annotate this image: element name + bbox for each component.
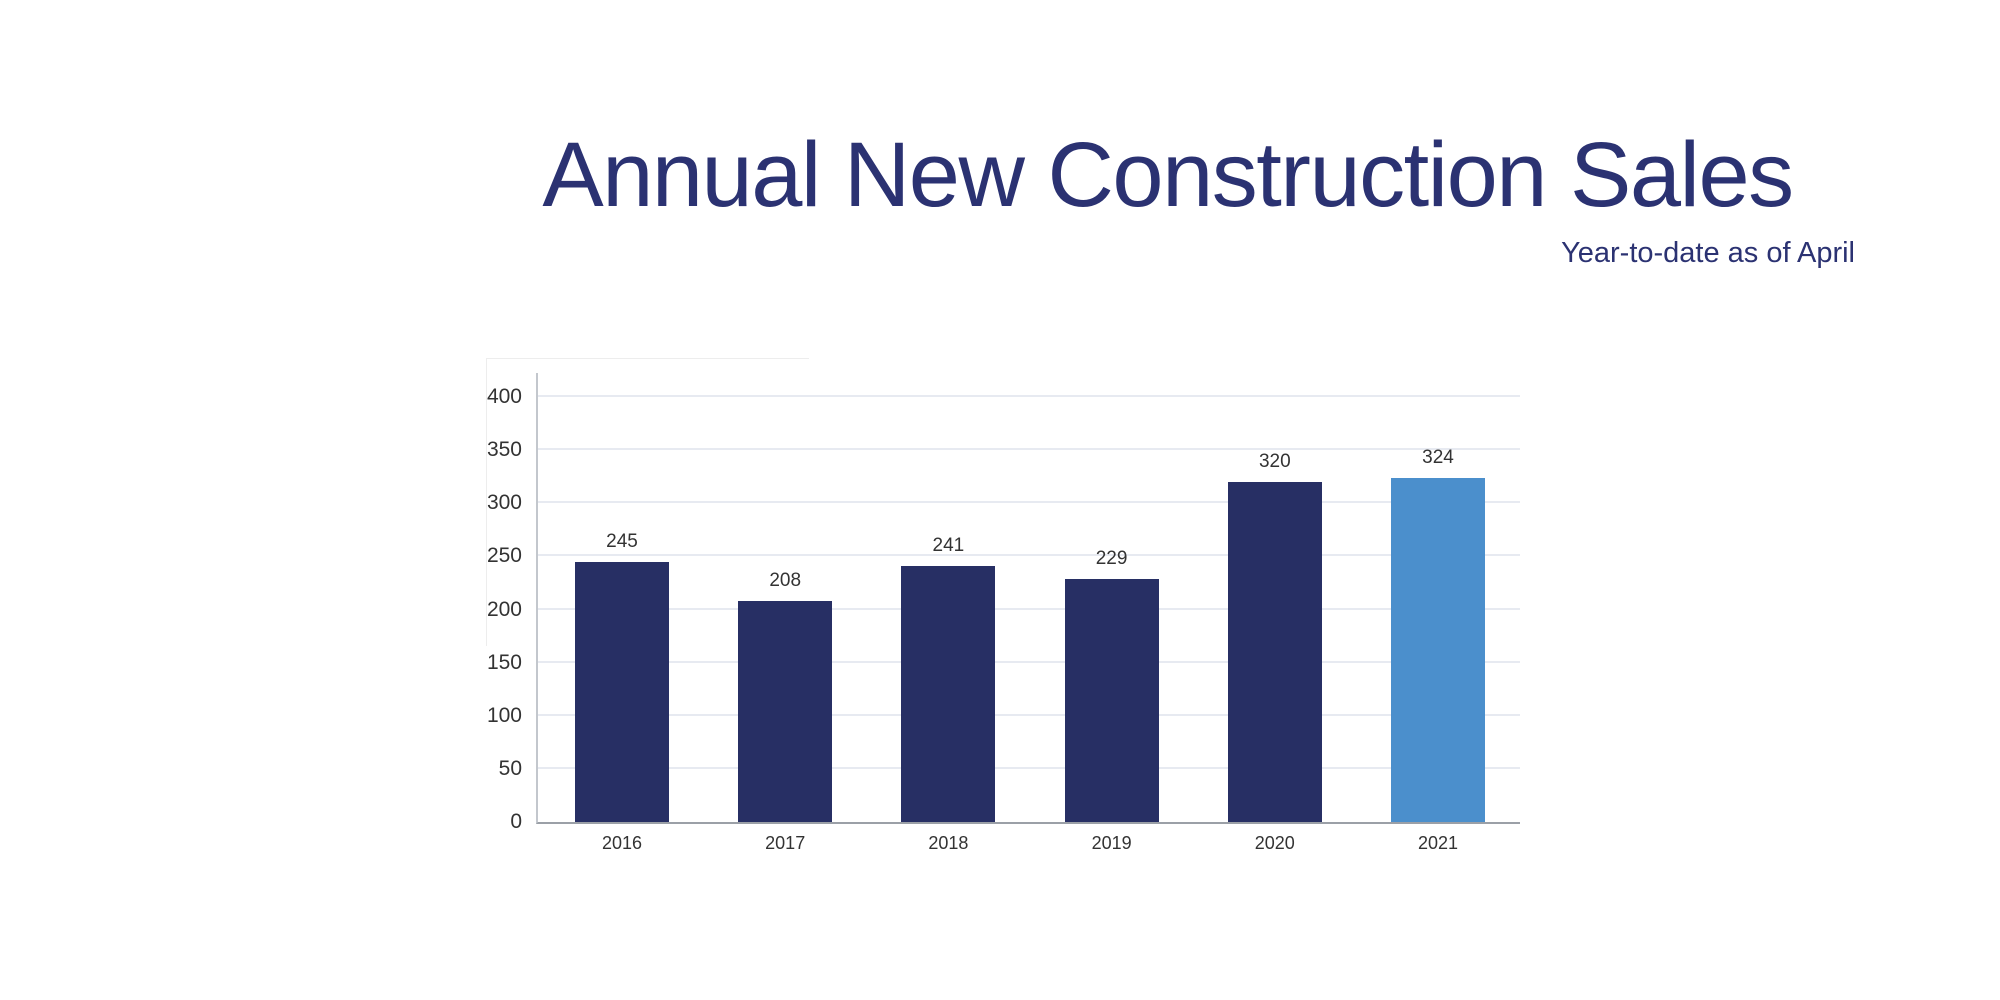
y-tick-label-250: 250 [486, 544, 522, 568]
y-tick-label-350: 350 [486, 438, 522, 462]
y-tick-label-400: 400 [486, 385, 522, 408]
gridline-400 [538, 395, 1520, 397]
gridline-200 [538, 607, 1520, 610]
x-tick-label-2019: 2019 [1091, 833, 1132, 853]
card-corner-artifact [486, 358, 809, 646]
chart-title: Annual New Construction Sales [542, 124, 1794, 226]
value-label-2020: 320 [1258, 451, 1291, 472]
gridline-150 [538, 660, 1520, 663]
bar-2019 [1064, 578, 1159, 822]
value-label-2021: 324 [1422, 446, 1454, 468]
y-tick-label-50: 50 [498, 756, 522, 780]
value-label-2017: 208 [769, 570, 802, 591]
gridline-50 [538, 766, 1520, 769]
gridline-250 [538, 554, 1520, 557]
gridline-350 [538, 448, 1520, 451]
chart-header: Annual New Construction Sales Year-to-da… [480, 124, 1855, 270]
x-tick-label-2016: 2016 [601, 833, 643, 853]
value-label-2019: 229 [1095, 547, 1128, 569]
x-tick-label-2017: 2017 [765, 833, 806, 853]
bar-2021 [1391, 477, 1485, 822]
y-tick-label-100: 100 [486, 703, 522, 727]
bar-2016 [575, 561, 669, 822]
bar-2020 [1227, 482, 1322, 822]
x-tick-label-2020: 2020 [1254, 833, 1295, 853]
plot-area: 245 2016 208 2017 241 2018 229 2019 320 2020 324 20… [536, 373, 1520, 853]
x-tick-label-2018: 2018 [928, 833, 969, 853]
value-label-2016: 245 [606, 530, 638, 552]
y-tick-label-150: 150 [486, 650, 522, 674]
gridline-100 [538, 713, 1520, 716]
y-tick-label-300: 300 [486, 491, 522, 515]
bar-chart: 0 50 100 150 200 250 300 350 400 245 2016 208 2017 2… [420, 373, 1530, 883]
y-tick-label-200: 200 [486, 597, 522, 621]
gridline-300 [538, 501, 1520, 504]
x-tick-label-2021: 2021 [1417, 833, 1459, 853]
y-tick-label-0: 0 [510, 810, 522, 833]
bar-2018 [901, 565, 996, 822]
chart-subtitle: Year-to-date as of April [1561, 236, 1855, 269]
value-label-2018: 241 [932, 534, 965, 556]
bar-2017 [738, 601, 833, 822]
